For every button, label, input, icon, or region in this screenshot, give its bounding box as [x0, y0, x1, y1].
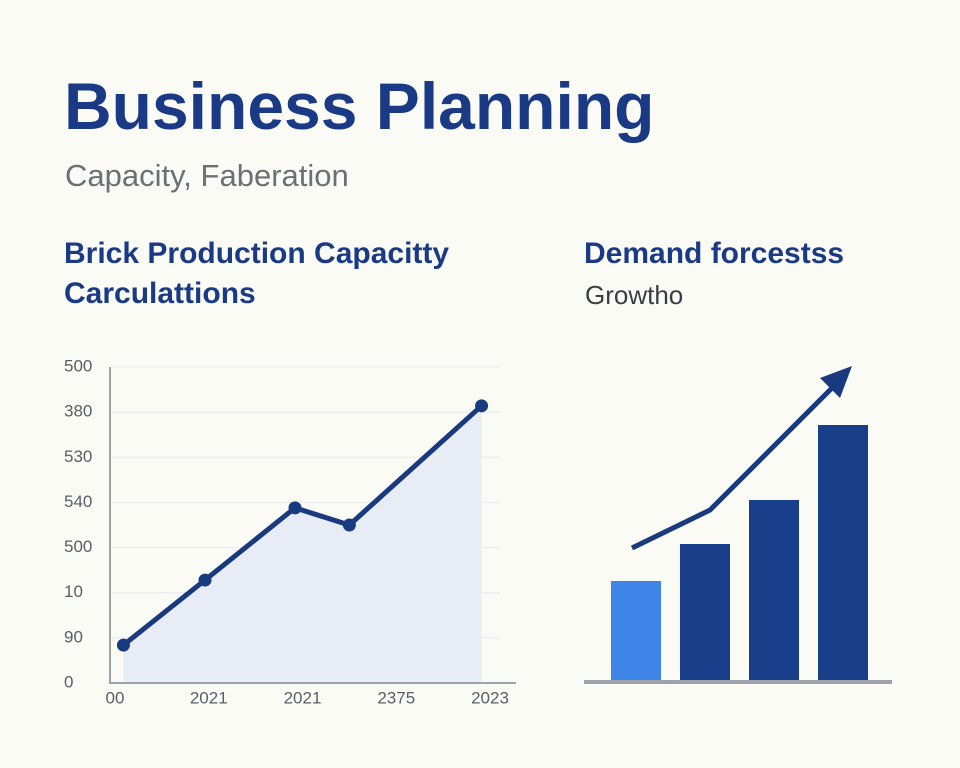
point	[198, 573, 212, 587]
point	[288, 501, 302, 515]
x-tick-label: 2023	[471, 688, 509, 707]
bar-chart	[584, 425, 892, 684]
y-tick-label: 10	[64, 582, 83, 601]
y-tick-label: 540	[64, 492, 92, 511]
point	[116, 638, 130, 652]
chart-title: Brick Production Capacitty Carculattions	[64, 237, 450, 310]
x-tick-label: 2375	[377, 688, 415, 707]
arrow-head	[820, 366, 852, 398]
x-tick-label: 00	[106, 688, 125, 707]
bar	[611, 581, 661, 680]
point	[342, 518, 356, 532]
y-tick-label: 0	[64, 672, 73, 691]
bar	[680, 544, 730, 680]
chart-subtitle: Growtho	[585, 280, 684, 310]
trend-arrow	[630, 380, 840, 551]
y-tick-label: 530	[64, 447, 92, 466]
y-tick-label: 500	[64, 537, 92, 556]
point	[475, 399, 489, 413]
x-tick-label: 2021	[284, 688, 322, 707]
page-subtitle: Capacity, Faberation	[65, 158, 349, 193]
y-tick-label: 500	[64, 356, 92, 375]
y-tick-label: 90	[64, 627, 83, 646]
chart-title: Demand forcestss	[584, 237, 845, 270]
line-chart: 0 90 10 500 540 530 380 500 00 2021 2021 2375 2023	[64, 356, 516, 707]
x-tick-label: 2021	[190, 688, 228, 707]
bar	[818, 425, 868, 680]
area	[123, 405, 482, 683]
y-tick-label: 380	[64, 402, 92, 421]
bar	[749, 500, 799, 680]
page-title: Business Planning	[64, 69, 655, 143]
